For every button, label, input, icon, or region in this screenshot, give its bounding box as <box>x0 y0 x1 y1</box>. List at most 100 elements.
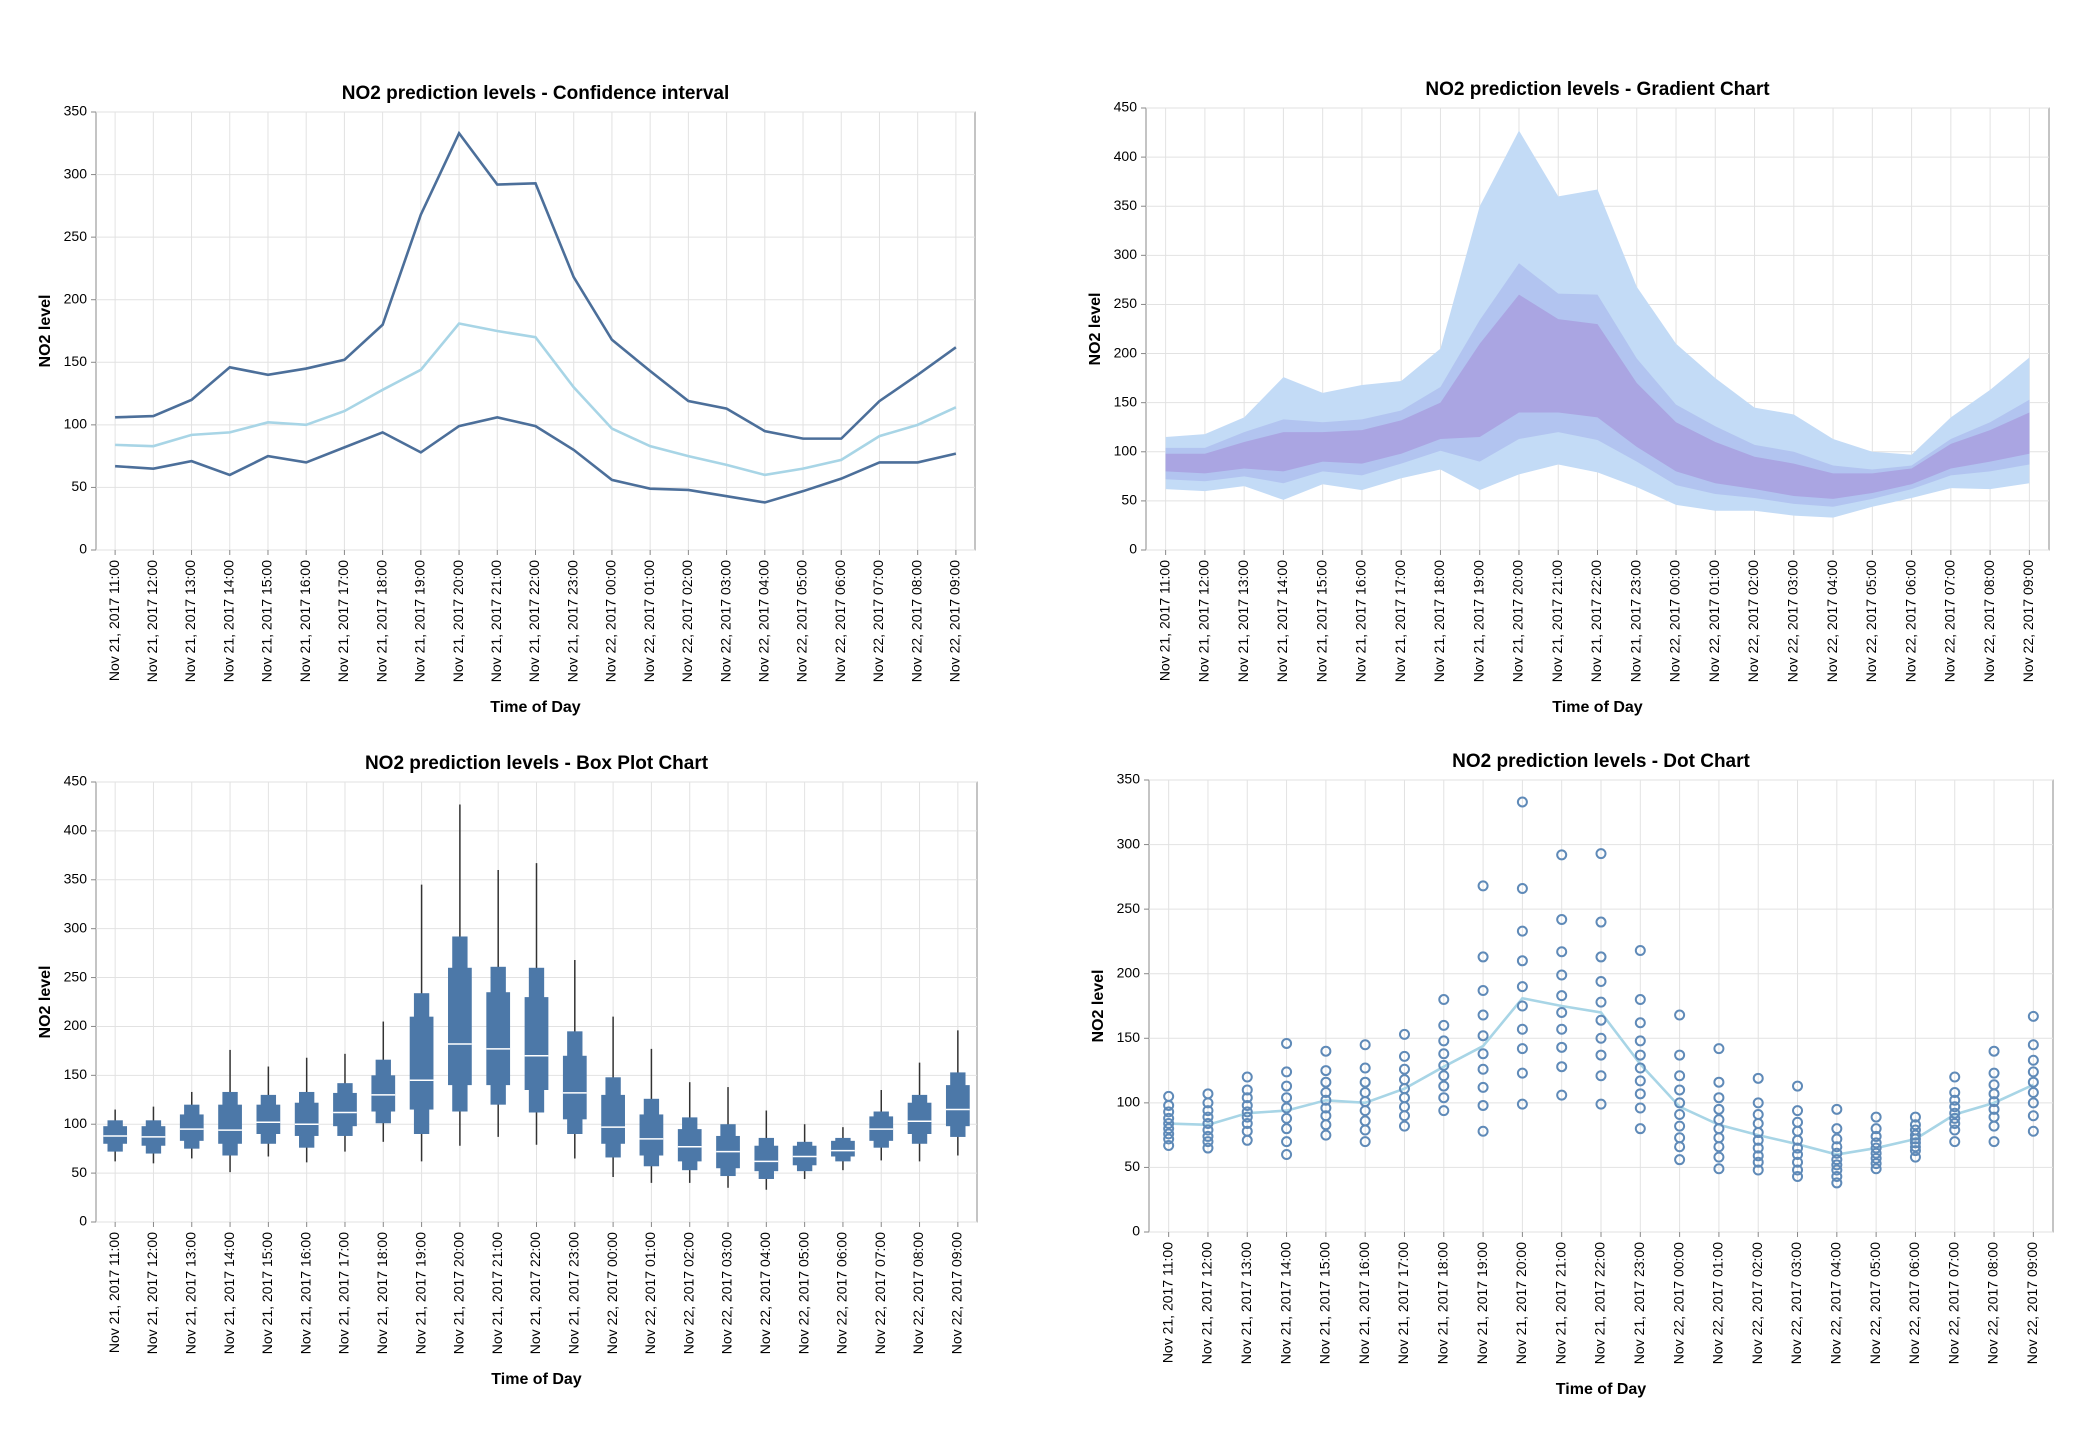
dot <box>1320 1045 1332 1057</box>
dot <box>1634 1062 1646 1074</box>
y-tick-label: 100 <box>64 416 88 432</box>
y-axis-title: NO2 level <box>37 295 54 368</box>
dot <box>1281 1136 1293 1148</box>
x-tick-label: Nov 21, 2017 23:00 <box>564 560 580 682</box>
x-tick-label: Nov 21, 2017 15:00 <box>259 1232 275 1354</box>
dot <box>1556 849 1568 861</box>
x-tick-label: Nov 22, 2017 08:00 <box>1981 560 1997 682</box>
x-tick-label: Nov 21, 2017 17:00 <box>1392 560 1408 682</box>
dot <box>1595 1014 1607 1026</box>
dot <box>1988 1096 2000 1108</box>
dot <box>1241 1111 1253 1123</box>
dot <box>1792 1164 1804 1176</box>
dot <box>1359 1076 1371 1088</box>
x-tick-label: Nov 22, 2017 08:00 <box>1985 1242 2001 1364</box>
dot <box>1752 1150 1764 1162</box>
x-tick-label: Nov 22, 2017 00:00 <box>604 1232 620 1354</box>
dot <box>1438 994 1450 1006</box>
x-tick-label: Nov 21, 2017 12:00 <box>144 560 160 682</box>
dot <box>1595 1098 1607 1110</box>
line <box>115 416 957 504</box>
y-axis-title: NO2 level <box>1090 970 1107 1043</box>
x-tick-label: Nov 21, 2017 21:00 <box>489 1232 505 1354</box>
x-tick-label: Nov 22, 2017 09:00 <box>2020 560 2036 682</box>
dot <box>1949 1071 1961 1083</box>
y-tick-label: 300 <box>64 165 88 181</box>
dot <box>1634 994 1646 1006</box>
x-tick-label: Nov 21, 2017 12:00 <box>1199 1242 1215 1364</box>
dot <box>1516 882 1528 894</box>
y-tick-label: 450 <box>1114 99 1138 115</box>
y-tick-label: 150 <box>1114 393 1138 409</box>
dot <box>2027 1110 2039 1122</box>
dot <box>1320 1065 1332 1077</box>
dot <box>1792 1156 1804 1168</box>
y-tick-label: 400 <box>64 822 88 838</box>
dot <box>1752 1097 1764 1109</box>
x-tick-label: Nov 21, 2017 16:00 <box>297 560 313 682</box>
dot <box>1988 1136 2000 1148</box>
dot <box>1595 975 1607 987</box>
dot <box>1556 1023 1568 1035</box>
dot <box>1516 955 1528 967</box>
dot <box>1595 1049 1607 1061</box>
dot <box>1634 1123 1646 1135</box>
dot <box>1556 1089 1568 1101</box>
dot <box>1556 946 1568 958</box>
dot <box>1831 1159 1843 1171</box>
x-tick-label: Nov 21, 2017 23:00 <box>1627 560 1643 682</box>
dot <box>1163 1133 1175 1145</box>
dot <box>2027 1076 2039 1088</box>
x-tick-label: Nov 22, 2017 07:00 <box>872 1232 888 1354</box>
dot <box>1163 1123 1175 1135</box>
dot <box>1241 1118 1253 1130</box>
dot <box>1674 1070 1686 1082</box>
dot <box>1202 1130 1214 1142</box>
x-tick-label: Nov 22, 2017 04:00 <box>757 1232 773 1354</box>
dot <box>1713 1141 1725 1153</box>
dot <box>1792 1134 1804 1146</box>
box <box>294 1102 319 1136</box>
x-tick-label: Nov 22, 2017 02:00 <box>1745 560 1761 682</box>
dot <box>1713 1043 1725 1055</box>
dot <box>1438 1035 1450 1047</box>
dot <box>1163 1106 1175 1118</box>
dot <box>1163 1139 1175 1151</box>
dot <box>1595 916 1607 928</box>
dot <box>1752 1127 1764 1139</box>
dot <box>1477 1009 1489 1021</box>
box <box>639 1114 664 1156</box>
y-tick-label: 0 <box>79 541 87 557</box>
x-tick-label: Nov 21, 2017 18:00 <box>1431 560 1447 682</box>
dot <box>1634 1049 1646 1061</box>
y-tick-label: 100 <box>1117 1094 1141 1110</box>
dot <box>1359 1136 1371 1148</box>
dot <box>1674 1084 1686 1096</box>
chart-title: NO2 prediction levels - Box Plot Chart <box>365 753 709 774</box>
dot <box>1516 1000 1528 1012</box>
dot <box>1870 1158 1882 1170</box>
box <box>333 1092 357 1127</box>
x-tick-label: Nov 21, 2017 17:00 <box>1395 1242 1411 1364</box>
dot <box>1398 1063 1410 1075</box>
y-tick-label: 0 <box>1132 1223 1140 1239</box>
y-tick-label: 50 <box>1121 492 1137 508</box>
dot <box>1163 1112 1175 1124</box>
dot <box>1281 1092 1293 1104</box>
x-tick-label: Nov 22, 2017 09:00 <box>2024 1242 2040 1364</box>
x-tick-label: Nov 22, 2017 06:00 <box>834 1232 850 1354</box>
dot <box>1870 1142 1882 1154</box>
x-tick-label: Nov 21, 2017 22:00 <box>527 1232 543 1354</box>
y-tick-label: 200 <box>1117 964 1141 980</box>
x-tick-label: Nov 22, 2017 03:00 <box>1785 560 1801 682</box>
dot <box>1752 1156 1764 1168</box>
x-tick-label: Nov 21, 2017 11:00 <box>1156 560 1172 681</box>
dot <box>1398 1120 1410 1132</box>
x-tick-label: Nov 21, 2017 21:00 <box>1552 1242 1568 1364</box>
dot <box>1516 1067 1528 1079</box>
dot <box>1516 1043 1528 1055</box>
dot <box>1359 1105 1371 1117</box>
x-tick-label: Nov 22, 2017 01:00 <box>1710 1242 1726 1364</box>
chart-title: NO2 prediction levels - Dot Chart <box>1452 751 1750 772</box>
x-tick-label: Nov 21, 2017 15:00 <box>1313 560 1329 682</box>
